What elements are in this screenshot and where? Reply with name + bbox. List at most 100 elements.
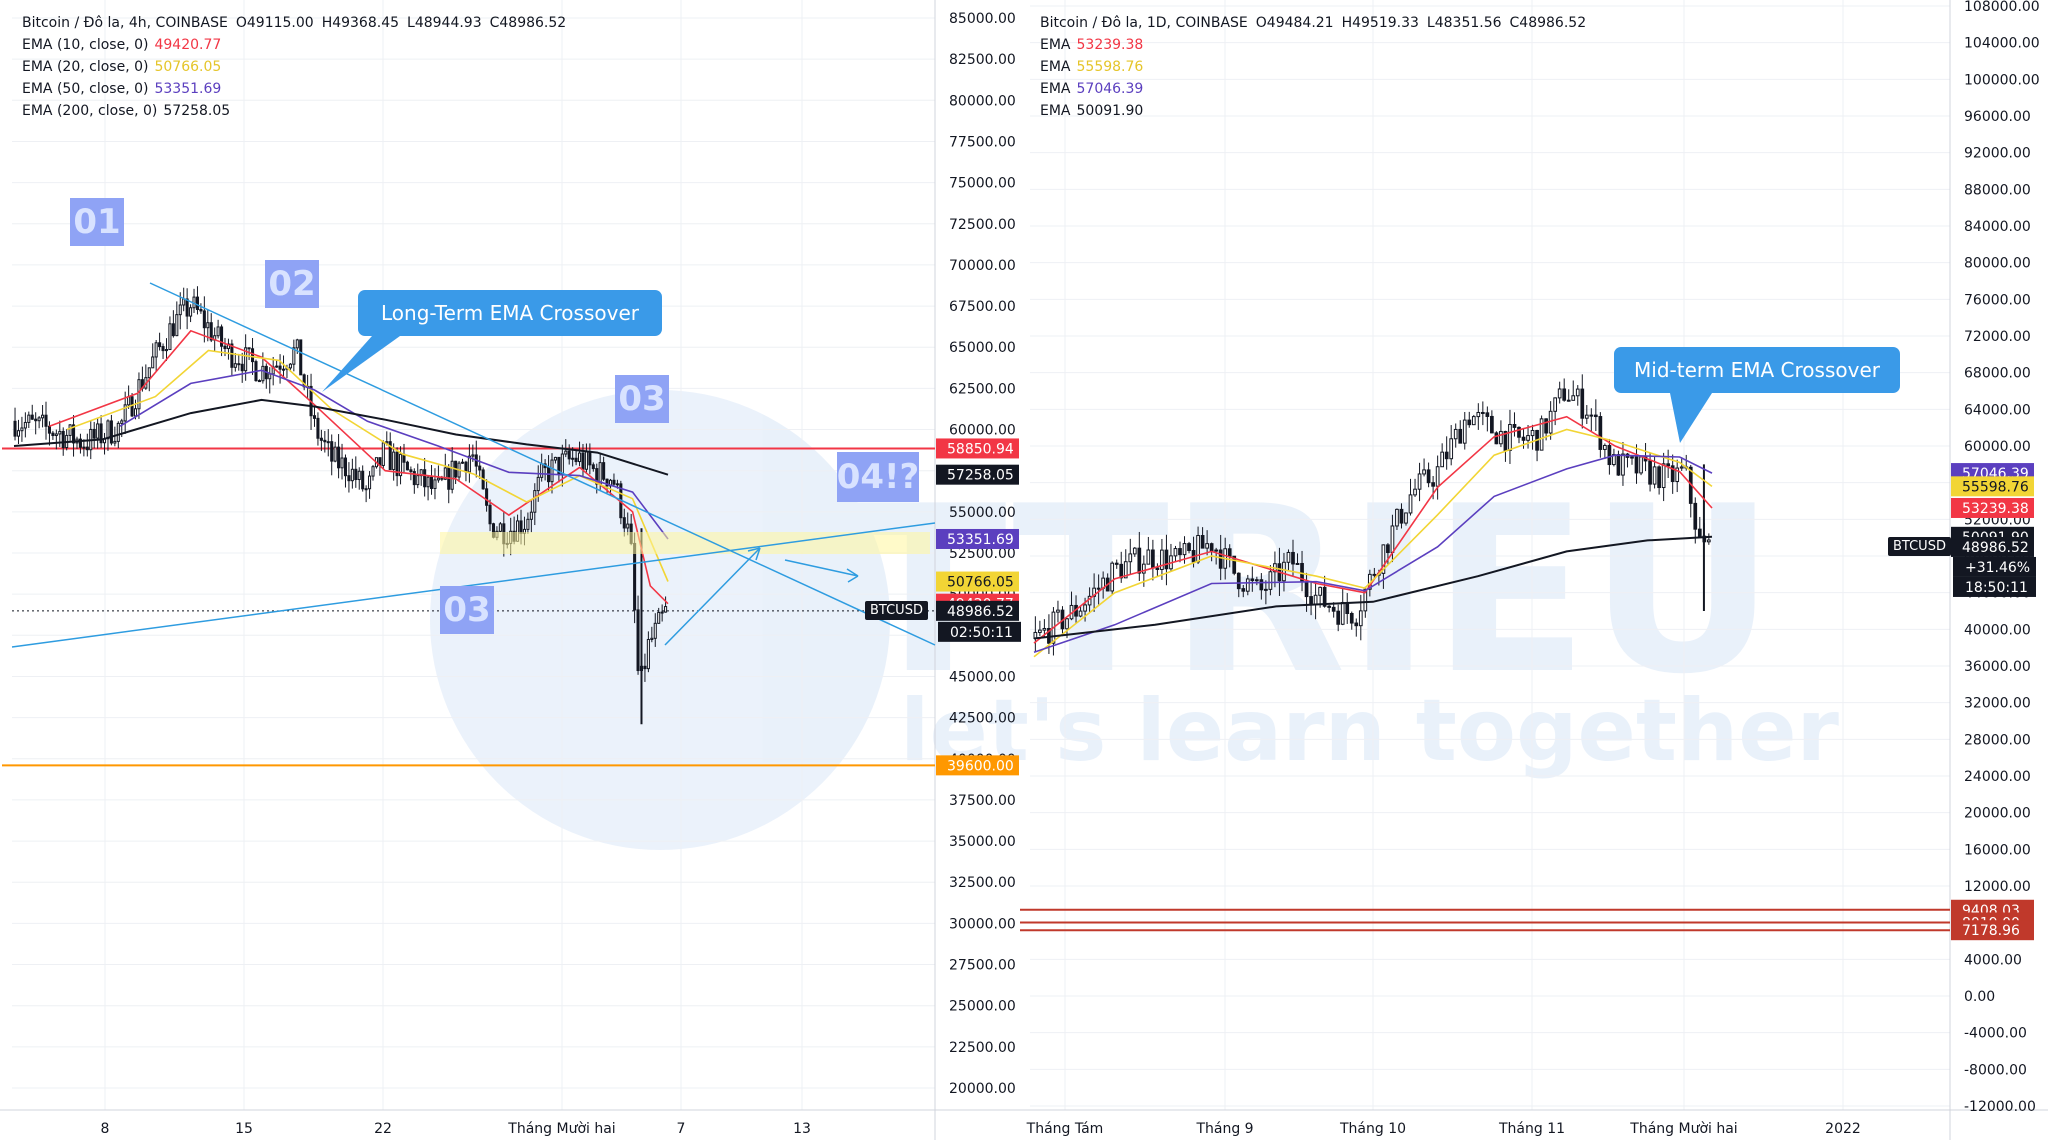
- y-tick-label-27: 0.00: [1964, 989, 1995, 1005]
- y-tick-label-12: 60000.00: [1964, 439, 2031, 455]
- candle-body: [450, 460, 454, 490]
- candle-body: [182, 298, 186, 306]
- candle-body: [1490, 415, 1494, 434]
- candle-body: [261, 365, 265, 382]
- candle-body: [1530, 429, 1535, 437]
- candle-body: [1661, 463, 1666, 489]
- candle-body: [1634, 456, 1639, 474]
- left-ema20-row[interactable]: EMA (20, close, 0) 50766.05: [22, 56, 574, 78]
- right-ema-row-1[interactable]: EMA 53239.38: [1040, 34, 1594, 56]
- ema-line-3: [13, 398, 669, 476]
- y-tick-label-23: 27500.00: [949, 958, 1016, 974]
- y-tick-label-22: 20000.00: [1964, 806, 2031, 822]
- candle-body: [137, 379, 141, 410]
- x-tick-label-4: 7: [677, 1121, 686, 1137]
- y-tick-label-13: 52500.00: [949, 546, 1016, 562]
- left-ema50-row[interactable]: EMA (50, close, 0) 53351.69: [22, 78, 574, 100]
- price-tag-0: [936, 464, 1019, 485]
- ema-line-1: [1033, 428, 1713, 658]
- level-tag-label-2: 7178.96: [1962, 923, 2020, 939]
- left-ema200-row[interactable]: EMA (200, close, 0) 57258.05: [22, 100, 574, 122]
- candle-body: [615, 483, 619, 486]
- candle-body: [96, 423, 100, 439]
- annotation-03-top[interactable]: 03: [615, 375, 669, 423]
- candle-body: [1435, 466, 1440, 487]
- price-tag-1: [936, 528, 1019, 549]
- candle-body: [357, 470, 361, 481]
- candle-body: [326, 441, 330, 444]
- candle-body: [588, 451, 592, 466]
- candle-body: [1056, 609, 1060, 613]
- candle-body: [1254, 579, 1259, 582]
- callout-pointer-left: [322, 336, 400, 392]
- annotation-03-bottom[interactable]: 03: [440, 586, 494, 634]
- candle-body: [1399, 508, 1404, 524]
- candle-body: [626, 523, 630, 529]
- candle-body: [1467, 419, 1472, 426]
- y-tick-label-24: 25000.00: [949, 999, 1016, 1015]
- right-symbol-tag: BTCUSD: [1888, 537, 1951, 556]
- candle-body: [409, 469, 413, 473]
- candle-body: [1119, 563, 1124, 579]
- candle-body: [133, 408, 138, 417]
- y-tick-label-19: 37500.00: [949, 793, 1016, 809]
- price-tag-label-1: 53351.69: [947, 532, 1014, 548]
- price-tag-4: [936, 600, 1019, 621]
- right-ema2-label: EMA: [1040, 59, 1071, 75]
- y-tick-label-17: 42500.00: [949, 711, 1016, 727]
- y-tick-label-28: -4000.00: [1964, 1026, 2027, 1042]
- candle-body: [399, 453, 403, 477]
- candle-body: [1128, 553, 1133, 563]
- candle-body: [381, 442, 385, 466]
- right-ema3-label: EMA: [1040, 81, 1071, 97]
- candle-body: [467, 455, 471, 473]
- right-ema-row-2[interactable]: EMA 55598.76: [1040, 56, 1594, 78]
- x-tick-label-0: 8: [101, 1121, 110, 1137]
- y-tick-label-19: 32000.00: [1964, 696, 2031, 712]
- right-ema3-value: 57046.39: [1076, 81, 1144, 97]
- candle-body: [602, 462, 606, 480]
- callout-mid-term-ema[interactable]: Mid-term EMA Crossover: [1614, 347, 1900, 393]
- candle-body: [664, 606, 668, 613]
- callout-pointer-right: [1670, 393, 1712, 443]
- candle-body: [646, 638, 650, 670]
- candle-body: [622, 517, 626, 529]
- left-ema50-label: EMA (50, close, 0): [22, 81, 149, 97]
- candle-body: [1566, 399, 1571, 402]
- annotation-01[interactable]: 01: [70, 198, 124, 246]
- right-ema4-value: 50091.90: [1076, 103, 1144, 119]
- y-tick-label-20: 28000.00: [1964, 732, 2031, 748]
- callout-long-term-ema[interactable]: Long-Term EMA Crossover: [358, 290, 662, 336]
- ema-line-0: [1033, 415, 1713, 644]
- annotation-04[interactable]: 04!?: [837, 452, 919, 502]
- candle-body: [460, 461, 465, 464]
- right-chart-panel: 108000.00 104000.00 100000.00 96000.00 92000…: [1018, 0, 2048, 1140]
- left-ema20-label: EMA (20, close, 0): [22, 59, 149, 75]
- candle-body: [292, 347, 296, 365]
- candle-body: [1282, 561, 1286, 582]
- annotation-02[interactable]: 02: [265, 260, 319, 308]
- y-tick-label-16: 45000.00: [949, 669, 1016, 685]
- right-ema-row-3[interactable]: EMA 57046.39: [1040, 78, 1594, 100]
- left-ema10-row[interactable]: EMA (10, close, 0) 49420.77: [22, 34, 574, 56]
- candle-body: [636, 609, 640, 672]
- y-tick-label-11: 64000.00: [1964, 402, 2031, 418]
- y-tick-label-6: 70000.00: [949, 258, 1016, 274]
- right-low: L48351.56: [1426, 15, 1502, 31]
- resistance-band: [440, 532, 930, 554]
- candle-body: [1607, 444, 1612, 466]
- left-ema200-label: EMA (200, close, 0): [22, 103, 158, 119]
- y-tick-label-5: 88000.00: [1964, 182, 2031, 198]
- y-tick-label-29: -8000.00: [1964, 1062, 2027, 1078]
- candle-body: [1083, 604, 1087, 612]
- y-tick-label-26: 20000.00: [949, 1081, 1016, 1097]
- candle-body: [605, 478, 609, 487]
- candle-body: [1173, 548, 1178, 557]
- watermark-tagline: let's learn together: [900, 681, 1840, 781]
- right-ema-row-4[interactable]: EMA 50091.90: [1040, 100, 1594, 122]
- candle-body: [443, 467, 447, 480]
- ema-line-2: [1033, 454, 1713, 654]
- candle-body: [1621, 453, 1625, 476]
- candle-body: [78, 438, 82, 448]
- candle-body: [354, 468, 358, 481]
